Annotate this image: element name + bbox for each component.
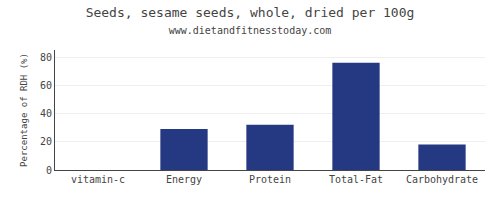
svg-text:40: 40 [40,108,52,119]
svg-text:60: 60 [40,80,52,91]
svg-text:Protein: Protein [249,174,291,185]
svg-text:Percentage of RDH (%): Percentage of RDH (%) [19,53,29,167]
svg-text:Seeds, sesame seeds, whole, dr: Seeds, sesame seeds, whole, dried per 10… [86,5,415,36]
svg-text:20: 20 [40,136,52,147]
svg-text:0: 0 [46,165,52,176]
svg-text:vitamin-c: vitamin-c [71,174,125,185]
svg-text:Total-Fat: Total-Fat [329,174,383,185]
svg-text:Energy: Energy [166,174,202,185]
svg-text:Carbohydrate: Carbohydrate [406,174,478,185]
svg-text:80: 80 [40,52,52,63]
